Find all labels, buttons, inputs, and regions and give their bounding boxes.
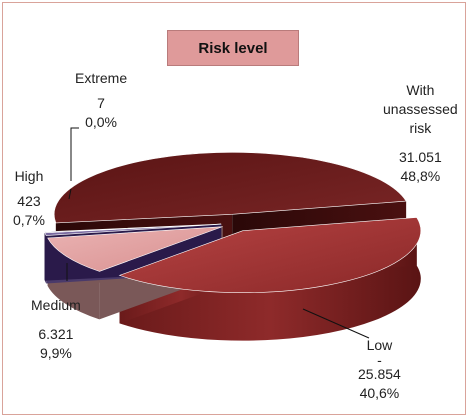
slice-label-unassessed: With unassessed risk 31.051 48,8% — [383, 81, 458, 186]
slice-label-extreme: Extreme 7 0,0% — [75, 69, 127, 132]
pie-slice-low — [118, 217, 422, 293]
slice-name: High — [14, 168, 44, 184]
slice-side-low — [119, 217, 421, 341]
slice-count: 25.854 — [358, 366, 401, 382]
slice-label-low: Low - 25.854 40,6% — [358, 336, 401, 403]
leader-line — [302, 308, 370, 339]
slice-count: 6.321 — [38, 326, 74, 342]
chart-title: Risk level — [167, 30, 299, 66]
slice-label-high: High 423 0,7% — [13, 167, 45, 230]
slice-percent: 40,6% — [359, 385, 400, 401]
slice-count: 7 — [97, 95, 105, 111]
slice-name: risk — [409, 120, 432, 136]
slice-name: Medium — [31, 297, 81, 313]
slice-count: 423 — [17, 193, 41, 209]
leader-line — [68, 188, 72, 200]
slice-percent: 0,0% — [85, 114, 118, 130]
slice-name: - — [377, 352, 382, 368]
slice-name: With — [406, 82, 435, 98]
pie-slice-with-unassessed-risk — [53, 152, 407, 224]
slice-percent: 9,9% — [39, 345, 72, 361]
slice-percent: 0,7% — [13, 212, 45, 228]
slice-percent: 48,8% — [400, 168, 441, 184]
chart-frame: Risk level With unassessed risk 31.051 4… — [2, 2, 466, 415]
pie-chart — [44, 127, 422, 341]
slice-name: unassessed — [383, 101, 458, 117]
slice-name: Low — [366, 337, 393, 353]
slice-count: 31.051 — [398, 149, 442, 165]
pie-slice-medium — [47, 226, 223, 272]
slice-name: Extreme — [75, 70, 128, 86]
leader-line — [70, 127, 79, 181]
slice-label-medium: Medium 6.321 9,9% — [31, 296, 81, 363]
pie-slice-extreme — [44, 223, 222, 233]
